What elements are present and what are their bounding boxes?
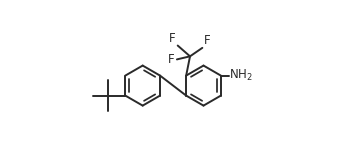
Text: F: F <box>168 53 175 66</box>
Text: F: F <box>204 34 210 47</box>
Text: NH$_2$: NH$_2$ <box>229 68 253 83</box>
Text: F: F <box>169 32 175 45</box>
